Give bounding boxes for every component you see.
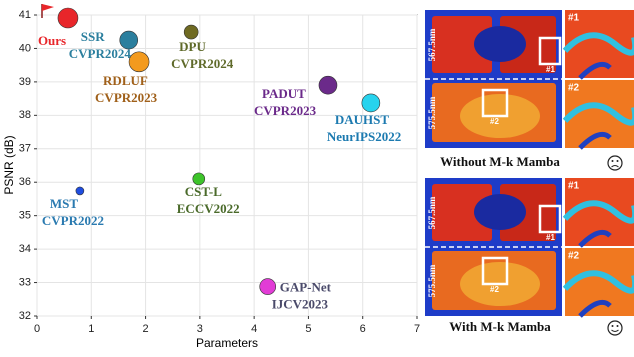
y-tick-label: 33	[19, 276, 31, 288]
panel-caption: With M-k Mamba	[449, 319, 551, 334]
y-tick-label: 37	[19, 143, 31, 155]
x-tick-label: 0	[34, 323, 40, 335]
emoji-face	[607, 155, 623, 171]
point-venue: CVPR2024	[171, 56, 234, 71]
point-name: MST	[50, 196, 78, 211]
point-name: DPU	[179, 39, 206, 54]
point-venue: CVPR2024	[69, 46, 132, 61]
emoji-mouth	[611, 329, 619, 332]
object-red	[432, 16, 492, 73]
zoom-box	[538, 204, 562, 234]
zoom-structure	[578, 131, 612, 150]
x-tick-label: 7	[414, 323, 420, 335]
y-tick-label: 32	[19, 310, 31, 322]
emoji-eye	[616, 160, 619, 162]
x-axis-label: Parameters	[196, 336, 258, 350]
zoom-structure	[562, 102, 634, 126]
point	[75, 186, 85, 196]
point	[192, 172, 206, 186]
result-panel: 567.5nm 575.5nm #1 #1 #2 #2 With M-k Mamba	[425, 178, 634, 336]
point-venue: IJCV2023	[272, 297, 329, 312]
point-name: RDLUF	[103, 73, 148, 88]
result-panel: 567.5nm 575.5nm #1 #1 #2 #2 Without M-k Mamba	[425, 10, 634, 171]
zoom-box	[481, 256, 509, 286]
zoom-structure	[562, 32, 634, 56]
x-tick-label: 5	[305, 323, 311, 335]
object-red	[432, 184, 492, 241]
y-axis-label: PSNR (dB)	[2, 135, 16, 194]
zoom-marker: #2	[490, 117, 499, 126]
y-tick-label: 36	[19, 176, 31, 188]
point-name: PADUT	[262, 86, 306, 101]
zoom-box	[538, 36, 562, 66]
point-venue: CVPR2023	[95, 90, 158, 105]
y-tick-label: 41	[19, 9, 31, 21]
point	[318, 75, 338, 95]
object-flower	[474, 26, 526, 62]
zoom-label: #1	[568, 181, 580, 192]
point-venue: CVPR2022	[42, 213, 104, 228]
emoji-mouth	[611, 165, 619, 168]
point	[119, 30, 139, 50]
point	[57, 7, 79, 29]
emoji-face	[607, 320, 623, 336]
flag	[41, 4, 54, 18]
plot-frame	[36, 14, 418, 317]
x-tick-label: 3	[197, 323, 203, 335]
flag-cloth	[42, 4, 54, 11]
point-venue: ECCV2022	[177, 201, 240, 216]
x-tick-label: 1	[88, 323, 94, 335]
point-name: Ours	[38, 33, 66, 48]
y-tick-label: 38	[19, 109, 31, 121]
point-name: GAP-Net	[280, 280, 332, 295]
zoom-label: #2	[568, 83, 580, 94]
emoji-eye	[616, 325, 619, 327]
y-tick-label: 35	[19, 210, 31, 222]
band-label: 575.5nm	[427, 264, 437, 297]
panel-caption: Without M-k Mamba	[440, 154, 560, 169]
y-tick-label: 39	[19, 76, 31, 88]
object-flower	[474, 194, 526, 230]
point-venue: CVPR2023	[254, 103, 317, 118]
zoom-label: #2	[568, 251, 580, 262]
zoom-label: #1	[568, 13, 580, 24]
y-tick-label: 34	[19, 243, 31, 255]
x-tick-label: 4	[251, 323, 257, 335]
point-name: SSR	[81, 29, 105, 44]
zoom-structure	[562, 270, 634, 294]
point-name: CST-L	[185, 184, 222, 199]
point	[128, 51, 150, 73]
point	[259, 278, 277, 295]
x-tick-label: 6	[360, 323, 366, 335]
band-label: 567.5nm	[427, 196, 437, 229]
zoom-structure	[578, 229, 612, 248]
band-label: 575.5nm	[427, 96, 437, 129]
zoom-marker: #1	[546, 65, 555, 74]
zoom-box	[481, 88, 509, 118]
point-name: DAUHST	[335, 112, 390, 127]
zoom-structure	[562, 200, 634, 224]
zoom-marker: #1	[546, 233, 555, 242]
x-tick-label: 2	[143, 323, 149, 335]
emoji-eye	[611, 325, 614, 327]
point	[183, 24, 199, 40]
point	[361, 93, 381, 113]
y-tick-label: 40	[19, 42, 31, 54]
point-venue: NeurIPS2022	[327, 129, 401, 144]
zoom-marker: #2	[490, 285, 499, 294]
band-label: 567.5nm	[427, 28, 437, 61]
zoom-structure	[578, 61, 612, 80]
emoji-eye	[611, 160, 614, 162]
zoom-structure	[578, 299, 612, 318]
